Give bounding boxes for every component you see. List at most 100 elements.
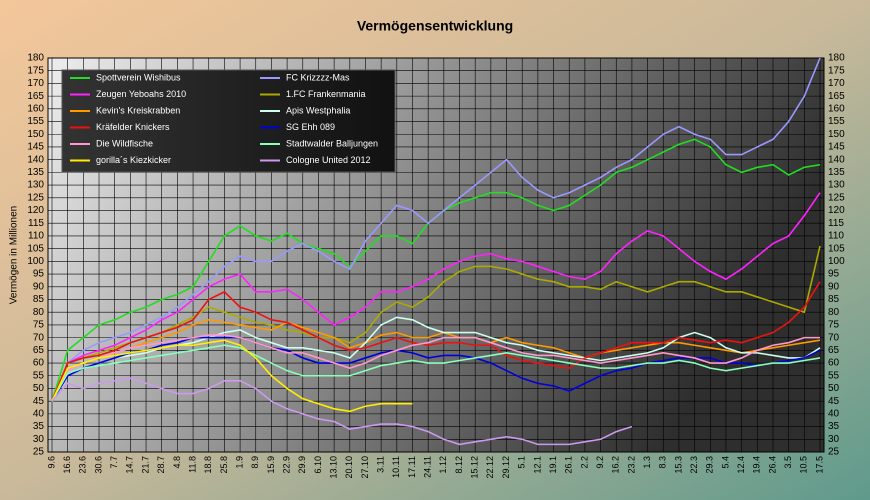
y-tick-label: 160: [27, 103, 44, 114]
x-tick-label: 3.5: [783, 456, 793, 469]
legend-label: Zeugen Yeboahs 2010: [96, 89, 186, 99]
y-tick-label: 80: [33, 307, 45, 318]
y2-tick-label: 120: [828, 205, 845, 216]
x-tick-label: 22.9: [281, 456, 291, 474]
legend-box: [61, 69, 396, 173]
y-tick-label: 125: [27, 192, 44, 203]
y-tick-label: 180: [27, 53, 44, 64]
x-tick-label: 1.3: [642, 456, 652, 469]
x-tick-label: 18.8: [203, 456, 213, 474]
y-tick-label: 65: [33, 345, 45, 356]
y-axis-label: Vermögen in Millionen: [9, 206, 20, 304]
x-tick-label: 10.11: [391, 456, 401, 478]
y-tick-label: 110: [28, 231, 44, 242]
y-tick-label: 45: [33, 396, 45, 407]
x-tick-label: 10.5: [799, 456, 809, 474]
x-tick-label: 1.12: [438, 456, 448, 474]
x-tick-label: 22.12: [485, 456, 495, 479]
series-line: [51, 57, 821, 402]
x-tick-label: 8.3: [658, 456, 668, 469]
y2-tick-label: 100: [828, 256, 845, 267]
x-tick-label: 14.7: [125, 456, 135, 474]
y-tick-label: 165: [27, 91, 44, 102]
x-tick-label: 5.1: [517, 456, 527, 469]
x-tick-label: 21.7: [140, 456, 150, 474]
x-tick-label: 16.2: [611, 456, 621, 474]
x-tick-label: 30.6: [93, 456, 103, 474]
x-tick-label: 2.2: [579, 456, 589, 469]
y-tick-label: 85: [33, 294, 45, 305]
series-line: [51, 318, 821, 402]
legend-label: Kräfelder Knickers: [96, 122, 170, 132]
x-tick-label: 19.4: [752, 456, 762, 474]
y-tick-label: 60: [33, 358, 45, 369]
x-tick-label: 8.12: [454, 456, 464, 474]
y2-tick-label: 40: [828, 409, 840, 420]
x-tick-label: 6.10: [313, 456, 323, 474]
y2-tick-label: 105: [828, 243, 845, 254]
y-tick-label: 90: [33, 281, 45, 292]
x-tick-label: 26.1: [564, 456, 574, 474]
y2-tick-label: 180: [828, 53, 845, 64]
x-tick-label: 19.1: [548, 456, 558, 474]
y-tick-label: 100: [27, 256, 44, 267]
y-tick-label: 50: [33, 383, 45, 394]
y-tick-label: 70: [33, 332, 45, 343]
y2-tick-label: 85: [828, 294, 840, 305]
legend-label: Cologne United 2012: [286, 155, 371, 165]
y2-tick-label: 35: [828, 421, 840, 432]
y2-tick-label: 130: [828, 180, 845, 191]
y-tick-label: 55: [33, 370, 45, 381]
x-tick-label: 7.7: [109, 456, 119, 469]
y2-tick-label: 170: [828, 78, 845, 89]
y-tick-label: 115: [28, 218, 44, 229]
x-tick-label: 9.6: [46, 456, 56, 469]
x-tick-label: 11.8: [187, 456, 197, 473]
series-line: [51, 377, 633, 446]
y-tick-label: 135: [27, 167, 44, 178]
y2-tick-label: 110: [828, 231, 844, 242]
y-tick-label: 95: [33, 269, 45, 280]
legend-label: Kevin's Kreiskrabben: [96, 105, 180, 115]
y-tick-label: 30: [33, 434, 45, 445]
y-tick-label: 170: [27, 78, 44, 89]
y-tick-label: 145: [27, 142, 44, 153]
legend-label: Die Wildfische: [96, 138, 153, 148]
y2-tick-label: 55: [828, 370, 840, 381]
series-line: [51, 334, 820, 402]
y2-tick-label: 150: [828, 129, 845, 140]
series-line: [51, 344, 821, 402]
legend-label: Stadtwalder Balljungen: [286, 138, 378, 148]
y2-tick-label: 70: [828, 332, 840, 343]
legend-label: Apis Westphalia: [286, 105, 350, 115]
x-tick-label: 12.1: [532, 456, 542, 474]
x-tick-label: 12.4: [736, 456, 746, 474]
x-tick-label: 3.11: [376, 456, 386, 473]
y2-tick-label: 45: [828, 396, 840, 407]
legend-label: FC Krizzzz-Mas: [286, 72, 350, 82]
series-line: [51, 245, 821, 402]
chart-title: Vermögensentwicklung: [357, 18, 513, 34]
y2-tick-label: 30: [828, 434, 840, 445]
x-tick-label: 20.10: [344, 456, 354, 479]
y-tick-label: 155: [27, 116, 44, 127]
y2-tick-label: 50: [828, 383, 840, 394]
legend-label: SG Ehh 089: [286, 122, 335, 132]
y2-tick-label: 135: [828, 167, 845, 178]
x-tick-label: 16.6: [62, 456, 72, 474]
y-tick-label: 140: [27, 154, 44, 165]
y2-tick-label: 65: [828, 345, 840, 356]
y2-tick-label: 75: [828, 320, 840, 331]
y2-tick-label: 95: [828, 269, 840, 280]
x-tick-label: 9.2: [595, 456, 605, 469]
x-tick-label: 29.12: [501, 456, 511, 479]
x-tick-label: 29.9: [297, 456, 307, 474]
x-tick-label: 8.9: [250, 456, 260, 469]
y2-tick-label: 80: [828, 307, 840, 318]
y2-tick-label: 165: [828, 91, 845, 102]
y-tick-label: 35: [33, 421, 45, 432]
x-tick-label: 17.5: [814, 456, 824, 474]
x-tick-label: 29.3: [705, 456, 715, 474]
legend-label: Spottverein Wishibus: [96, 72, 181, 82]
x-tick-label: 26.4: [767, 456, 777, 474]
